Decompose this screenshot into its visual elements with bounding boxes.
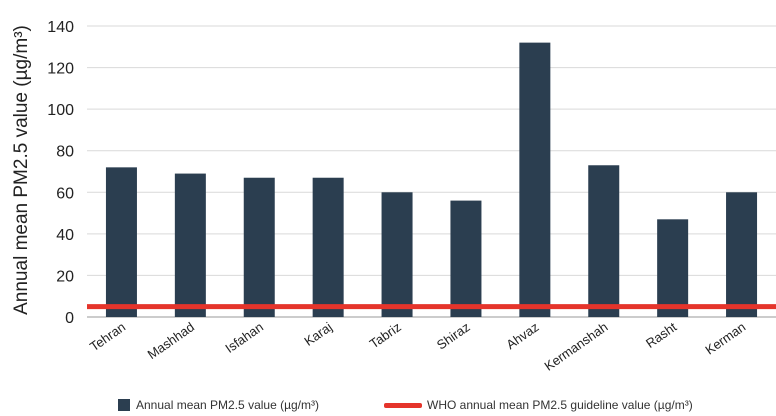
y-tick-label: 100	[47, 102, 74, 119]
y-axis-ticks: 0 20 40 60 80 100 120 140	[47, 19, 74, 327]
y-tick-label: 20	[56, 268, 74, 285]
y-axis-label: Annual mean PM2.5 value (µg/m³)	[11, 25, 32, 315]
x-tick-label: Shiraz	[434, 319, 473, 352]
legend-item-who: WHO annual mean PM2.5 guideline value (µ…	[384, 398, 693, 412]
y-tick-label: 0	[65, 310, 74, 327]
bar-tabriz	[381, 192, 413, 317]
legend-swatch-bar	[118, 399, 130, 411]
bar-tehran	[105, 167, 137, 317]
bar-kermanshah	[588, 165, 620, 317]
x-tick-label: Kerman	[702, 319, 748, 357]
legend-swatch-line	[384, 402, 422, 408]
x-tick-label: Isfahan	[222, 319, 266, 356]
x-tick-label: Ahvaz	[503, 319, 541, 352]
y-tick-label: 80	[56, 144, 74, 161]
legend-label-pm25: Annual mean PM2.5 value (µg/m³)	[136, 398, 319, 412]
x-tick-label: Karaj	[301, 319, 335, 349]
x-tick-label: Kermanshah	[541, 319, 610, 374]
pm25-bar-chart: Annual mean PM2.5 value (µg/m³) 0 20 40 60 8…	[11, 19, 776, 374]
y-tick-label: 140	[47, 19, 74, 36]
bar-karaj	[312, 177, 344, 317]
x-tick-label: Tehran	[87, 319, 128, 354]
y-tick-label: 60	[56, 185, 74, 202]
bar-shiraz	[450, 200, 482, 317]
x-tick-label: Tabriz	[367, 319, 404, 351]
x-tick-label: Rasht	[643, 319, 680, 351]
y-tick-label: 120	[47, 61, 74, 78]
legend-label-who: WHO annual mean PM2.5 guideline value (µ…	[427, 398, 693, 412]
bar-mashhad	[174, 173, 206, 317]
bar-kerman	[726, 192, 758, 317]
x-tick-label: Mashhad	[145, 319, 197, 362]
legend-item-pm25: Annual mean PM2.5 value (µg/m³)	[118, 398, 319, 412]
bar-ahvaz	[519, 42, 551, 317]
bar-rasht	[657, 219, 689, 317]
bars	[105, 42, 758, 317]
legend: Annual mean PM2.5 value (µg/m³) WHO annu…	[0, 398, 776, 416]
y-tick-label: 40	[56, 227, 74, 244]
x-axis-ticks: Tehran Mashhad Isfahan Karaj Tabriz Shiraz Ahv…	[87, 319, 748, 374]
bar-isfahan	[243, 177, 275, 317]
